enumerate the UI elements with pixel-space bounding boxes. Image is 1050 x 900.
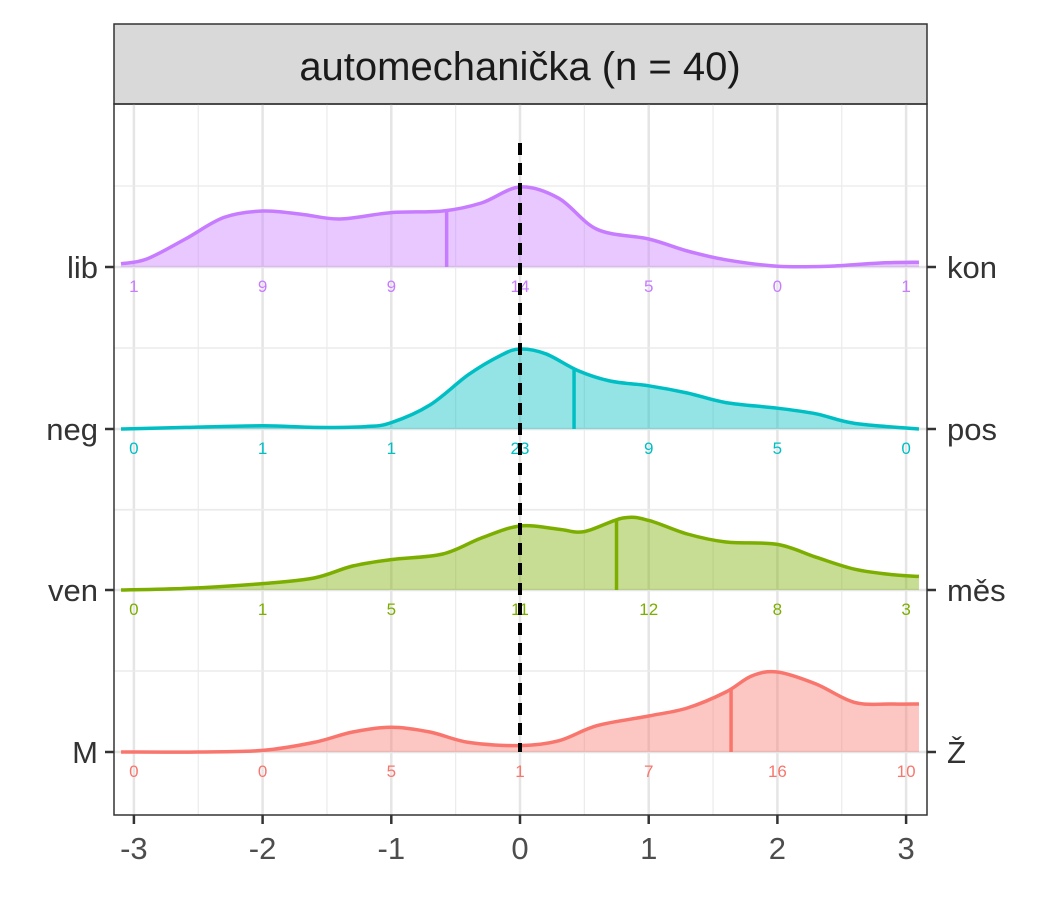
count-label: 1 xyxy=(258,439,267,458)
count-label: 10 xyxy=(897,762,916,781)
count-label: 5 xyxy=(387,600,396,619)
left-label-M: M xyxy=(72,735,98,770)
x-tick-label: -2 xyxy=(249,831,277,866)
right-label: pos xyxy=(947,412,997,447)
x-tick-label: -3 xyxy=(120,831,148,866)
count-label: 0 xyxy=(773,277,782,296)
facet-title: automechanička (n = 40) xyxy=(299,45,740,89)
density-area xyxy=(121,671,919,753)
density-line xyxy=(121,669,919,754)
density-line xyxy=(120,185,920,269)
count-label: 5 xyxy=(644,277,653,296)
count-label: 0 xyxy=(901,439,910,458)
count-label: 8 xyxy=(773,600,782,619)
right-label: Ž xyxy=(947,735,966,770)
count-label: 5 xyxy=(387,762,396,781)
density-line xyxy=(120,515,920,592)
count-label: 5 xyxy=(773,439,782,458)
x-tick-label: 2 xyxy=(769,831,786,866)
count-label: 1 xyxy=(258,600,267,619)
x-tick-label: 1 xyxy=(640,831,657,866)
left-label-neg: neg xyxy=(46,412,98,447)
count-label: 3 xyxy=(901,600,910,619)
count-label: 7 xyxy=(644,762,653,781)
right-label: kon xyxy=(947,250,997,285)
ridge-M: 0 0 5 1 7 16 10 xyxy=(121,669,919,781)
count-label: 1 xyxy=(515,762,524,781)
count-label: 0 xyxy=(129,762,138,781)
count-label: 1 xyxy=(901,277,910,296)
count-label: 16 xyxy=(768,762,787,781)
x-tick-label: -1 xyxy=(378,831,406,866)
count-label: 9 xyxy=(387,277,396,296)
left-label-ven: ven xyxy=(48,573,98,608)
x-tick-label: 0 xyxy=(511,831,528,866)
count-label: 0 xyxy=(129,600,138,619)
facet-strip xyxy=(113,23,928,105)
left-label-lib: lib xyxy=(67,250,98,285)
count-label: 1 xyxy=(129,277,138,296)
density-line xyxy=(120,347,920,431)
count-label: 9 xyxy=(258,277,267,296)
count-label: 0 xyxy=(258,762,267,781)
right-label: měs xyxy=(947,573,1006,608)
count-label: 1 xyxy=(387,439,396,458)
x-tick-label: 3 xyxy=(897,831,914,866)
count-label: 9 xyxy=(644,439,653,458)
count-label: 0 xyxy=(129,439,138,458)
count-label: 12 xyxy=(639,600,658,619)
